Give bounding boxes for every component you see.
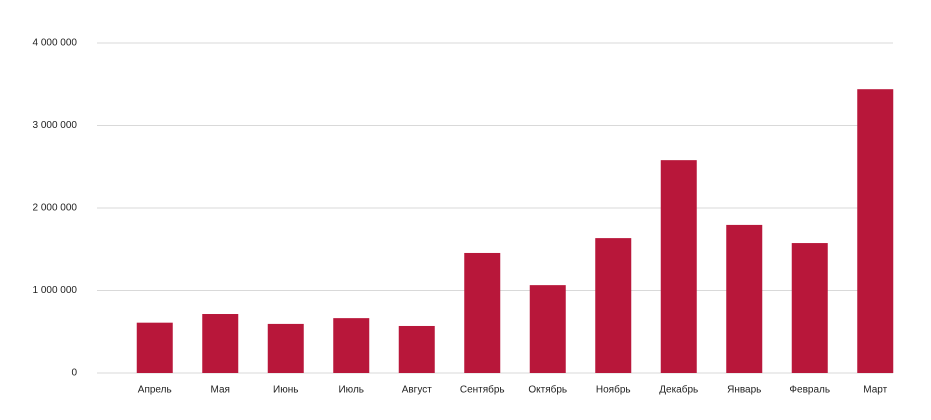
bar bbox=[595, 238, 632, 373]
bar bbox=[857, 89, 894, 373]
x-tick-label: Ноябрь bbox=[596, 384, 631, 396]
y-tick-label: 3 000 000 bbox=[33, 120, 78, 131]
bar bbox=[464, 252, 501, 373]
bar bbox=[660, 160, 697, 373]
x-tick-label: Январь bbox=[727, 385, 761, 396]
bar bbox=[398, 325, 435, 373]
bar bbox=[791, 243, 828, 373]
y-tick-label: 2 000 000 bbox=[33, 203, 78, 214]
bar bbox=[136, 322, 173, 373]
x-tick-label: Февраль bbox=[789, 385, 830, 396]
x-tick-label: Октябрь bbox=[528, 384, 567, 396]
x-tick-label: Апрель bbox=[138, 385, 172, 396]
x-tick-label: Июнь bbox=[273, 385, 298, 396]
x-tick-label: Июль bbox=[338, 385, 364, 396]
x-tick-label: Сентябрь bbox=[460, 384, 505, 396]
bar bbox=[202, 314, 239, 373]
bar bbox=[529, 285, 566, 373]
x-tick-label: Декабрь bbox=[659, 384, 698, 396]
x-tick-label: Мая bbox=[211, 385, 230, 396]
bar bbox=[267, 323, 304, 373]
x-tick-label: Март bbox=[863, 385, 887, 396]
y-tick-label: 0 bbox=[71, 368, 77, 379]
y-tick-label: 1 000 000 bbox=[33, 285, 78, 296]
x-tick-label: Август bbox=[402, 385, 433, 396]
bar bbox=[333, 318, 370, 373]
y-tick-label: 4 000 000 bbox=[33, 38, 78, 49]
bar bbox=[726, 224, 763, 373]
